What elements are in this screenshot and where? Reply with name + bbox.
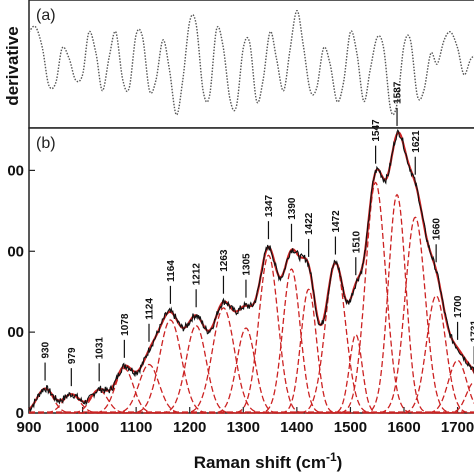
ytick-label: 00 <box>7 162 24 179</box>
xlabel-sup: -1 <box>326 450 337 464</box>
component-peak-1547 <box>304 181 447 414</box>
ytick-label: 0 <box>16 405 24 422</box>
component-peak-1700 <box>393 359 474 414</box>
xtick-label: 1400 <box>280 419 313 436</box>
peak-label-1078: 1078 <box>120 313 131 336</box>
component-peak-1660 <box>368 294 474 414</box>
peak-label-1031: 1031 <box>95 337 106 360</box>
xtick-label: 1300 <box>227 419 260 436</box>
panel-a-label: (a) <box>36 7 56 24</box>
peak-label-1164: 1164 <box>166 260 177 282</box>
ytick-label: 00 <box>7 243 24 260</box>
peak-label-1621: 1621 <box>411 130 422 153</box>
xtick-label: 900 <box>16 419 41 436</box>
peak-label-930: 930 <box>41 341 52 358</box>
panel-a: (a) derivative <box>3 0 474 129</box>
peak-label-1472: 1472 <box>331 210 342 233</box>
peak-label-1212: 1212 <box>192 263 203 286</box>
peak-label-1731: 1731 <box>470 320 474 343</box>
xtick-label: 1700 <box>441 419 474 436</box>
xlabel-main: Raman shift (cm <box>194 453 326 472</box>
component-peak-1510 <box>310 333 401 414</box>
xtick-label: 1200 <box>173 419 206 436</box>
peak-label-979: 979 <box>67 347 78 364</box>
peak-label-1547: 1547 <box>371 119 382 142</box>
peak-label-1422: 1422 <box>304 212 315 235</box>
ytick-label: 00 <box>7 324 24 341</box>
peak-label-1700: 1700 <box>453 295 464 318</box>
xtick-label: 1600 <box>387 419 420 436</box>
peak-label-1587: 1587 <box>393 81 404 104</box>
panel-b-frame <box>28 127 474 414</box>
component-peak-1731 <box>419 381 474 414</box>
component-peak-1621 <box>344 216 474 414</box>
component-peak-1347 <box>201 254 336 414</box>
peak-label-1660: 1660 <box>432 218 443 241</box>
peak-label-1263: 1263 <box>219 249 230 272</box>
xtick-label: 1500 <box>334 419 367 436</box>
component-peak-1263 <box>146 307 301 414</box>
xlabel-end: ) <box>337 453 343 472</box>
measured-spectrum <box>28 129 474 413</box>
panel-b-measured <box>28 129 474 413</box>
peak-label-1510: 1510 <box>351 231 362 254</box>
panel-b-peak-annotations: 930 979 1031 1078 1124 1164 1212 1263 1305 1347 13… <box>41 81 474 387</box>
xtick-label: 1100 <box>120 419 153 436</box>
derivative-line <box>28 9 474 116</box>
peak-label-1390: 1390 <box>287 197 298 220</box>
peak-label-1124: 1124 <box>145 298 156 320</box>
panel-a-frame <box>28 0 474 129</box>
panel-b-xaxis: 900 1000 1100 1200 1300 1400 1500 1600 1700 <box>16 407 474 436</box>
panel-a-ylabel: derivative <box>3 26 22 105</box>
peak-label-1305: 1305 <box>241 253 252 276</box>
xtick-label: 1000 <box>66 419 99 436</box>
panel-b-label: (b) <box>36 135 56 152</box>
peak-label-1347: 1347 <box>264 194 275 217</box>
panel-a-series <box>28 9 474 116</box>
panel-b-xlabel: Raman shift (cm-1) <box>194 450 343 472</box>
